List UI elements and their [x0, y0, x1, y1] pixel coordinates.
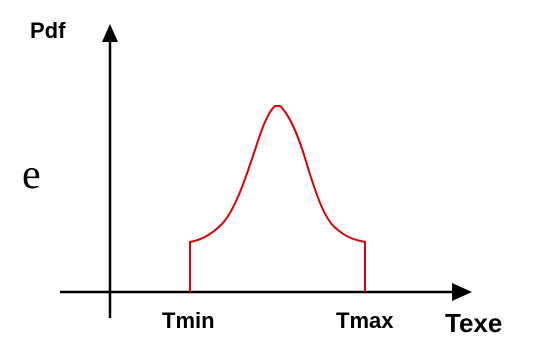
tick-label-tmin: Tmin	[162, 308, 215, 333]
side-letter: e	[22, 152, 41, 198]
pdf-curve	[189, 105, 366, 292]
y-axis-arrowhead	[102, 24, 118, 42]
x-axis-arrowhead	[452, 283, 472, 301]
y-axis-label: Pdf	[30, 18, 66, 43]
x-axis-label: Texe	[445, 308, 502, 338]
tick-label-tmax: Tmax	[336, 308, 394, 333]
